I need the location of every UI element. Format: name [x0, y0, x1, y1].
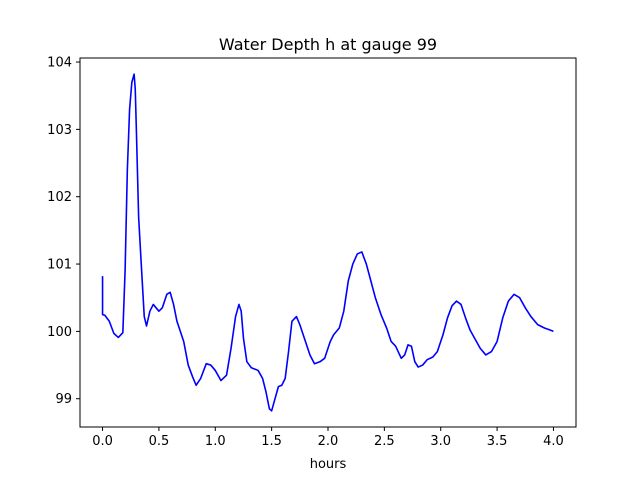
y-tick-label: 101 [47, 258, 72, 273]
plot-frame [79, 57, 577, 428]
x-tick-label: 1.5 [261, 434, 282, 449]
x-tick-label: 0.5 [149, 434, 170, 449]
y-tick-label: 99 [55, 392, 72, 407]
x-axis: 0.0 0.5 1.0 1.5 2.0 2.5 3.0 3.5 4.0 [92, 427, 564, 449]
x-tick-label: 1.0 [205, 434, 226, 449]
x-tick-label: 2.5 [374, 434, 395, 449]
x-tick-label: 4.0 [543, 434, 564, 449]
series-line-0 [101, 73, 554, 412]
x-tick-label: 3.5 [487, 434, 508, 449]
y-axis: 99 100 101 102 103 104 [47, 56, 80, 407]
x-tick-label: 0.0 [92, 434, 113, 449]
x-tick-label: 2.0 [318, 434, 339, 449]
y-tick-label: 103 [47, 123, 72, 138]
y-tick-label: 104 [47, 56, 72, 71]
y-tick-label: 100 [47, 325, 72, 340]
y-tick-label: 102 [47, 190, 72, 205]
plot-area [101, 73, 554, 412]
x-axis-label: hours [310, 457, 347, 472]
x-tick-label: 3.0 [430, 434, 451, 449]
chart-title: Water Depth h at gauge 99 [219, 35, 437, 54]
